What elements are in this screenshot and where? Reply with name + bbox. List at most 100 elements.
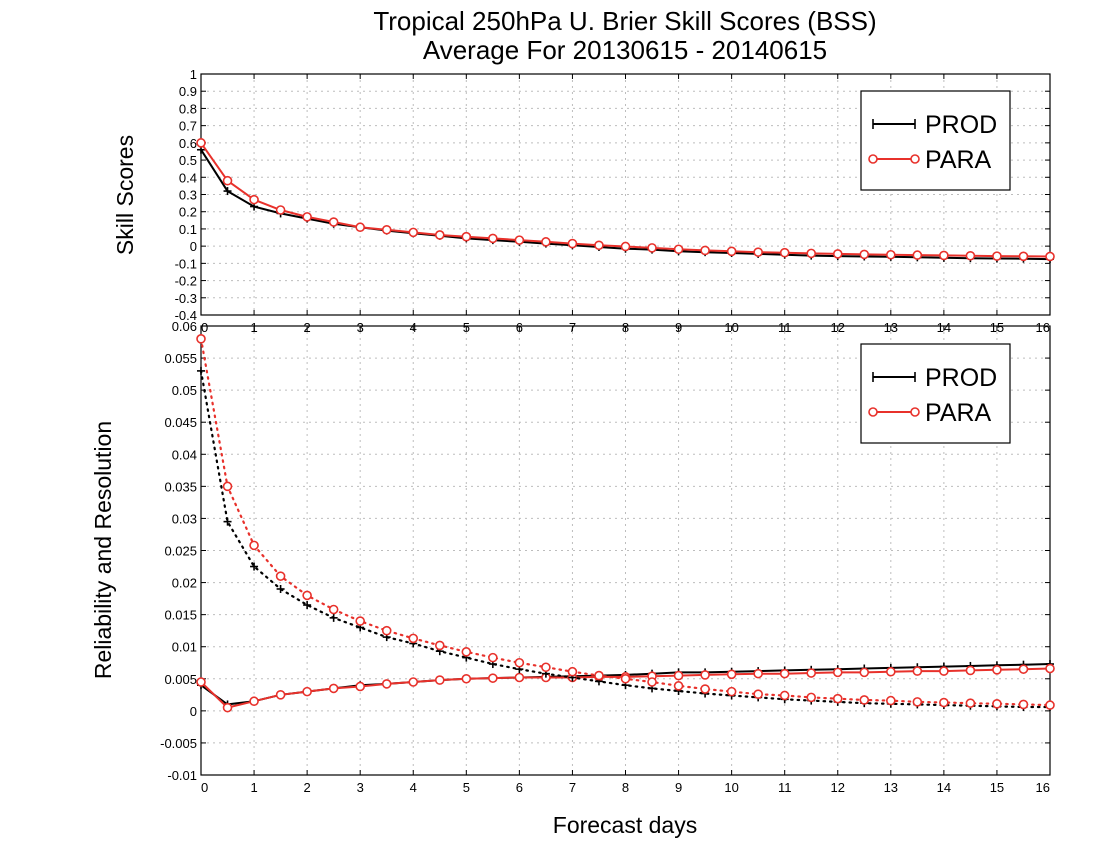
y-tick-label: 0.01	[172, 640, 197, 655]
y-tick-label: 0.02	[172, 576, 197, 591]
legend-box	[860, 343, 1011, 444]
x-tick-label: 3	[357, 780, 364, 795]
legend-marker	[868, 407, 878, 417]
data-point-circle	[196, 138, 206, 148]
legend-label: PROD	[925, 364, 997, 392]
data-point-circle	[753, 247, 763, 257]
chart-title: Tropical 250hPa U. Brier Skill Scores (B…	[373, 6, 876, 36]
y-tick-label: 0.045	[164, 415, 197, 430]
data-point-circle	[859, 667, 870, 678]
data-point-circle	[939, 250, 949, 261]
data-point-circle	[275, 571, 286, 581]
legend: PROD PARA	[860, 90, 1011, 191]
y-axis-label: Reliability and Resolution	[90, 421, 116, 679]
x-tick-label: 6	[516, 780, 523, 795]
y-tick-label: 0.2	[179, 205, 197, 220]
y-tick-label: -0.1	[175, 256, 197, 271]
x-tick-label: 12	[831, 780, 845, 795]
data-point-circle	[939, 666, 949, 676]
y-tick-label: 0.035	[164, 479, 197, 494]
data-point-circle	[434, 640, 445, 651]
data-point-circle	[965, 698, 976, 708]
data-point-circle	[328, 683, 339, 694]
data-point-circle	[275, 690, 286, 700]
y-tick-label: 0.05	[172, 383, 197, 398]
data-point-circle	[249, 540, 259, 551]
y-tick-label: 1	[190, 67, 197, 82]
legend-label: PROD	[925, 111, 997, 139]
data-point-circle	[673, 244, 684, 255]
y-tick-label: 0.03	[172, 511, 197, 526]
legend-marker	[910, 154, 920, 164]
data-point-circle	[886, 249, 896, 260]
data-point-circle	[726, 669, 737, 680]
data-point-circle	[992, 665, 1002, 675]
y-tick-label: 0.015	[164, 608, 197, 623]
y-tick-label: 0.025	[164, 544, 197, 559]
data-point-circle	[328, 217, 339, 227]
data-point-circle	[541, 237, 551, 247]
y-tick-label: 0.5	[179, 153, 197, 168]
x-tick-label: 7	[569, 780, 576, 795]
data-point-circle	[1018, 251, 1029, 262]
x-tick-label: 10	[724, 780, 738, 795]
x-tick-label: 1	[250, 780, 257, 795]
data-point-circle	[222, 175, 233, 186]
data-point-circle	[408, 677, 419, 687]
y-tick-label: 0.04	[172, 447, 197, 462]
legend-label: PARA	[925, 146, 992, 174]
x-tick-label: 8	[622, 780, 629, 795]
data-point-circle	[832, 693, 843, 704]
data-point-circle	[541, 662, 551, 673]
x-tick-label: 9	[675, 780, 682, 795]
data-point-circle	[620, 241, 631, 252]
data-point-circle	[992, 699, 1002, 709]
data-point-circle	[302, 686, 312, 697]
data-point-circle	[567, 238, 578, 249]
data-point-circle	[355, 616, 365, 626]
data-point-circle	[302, 590, 312, 601]
data-point-circle	[726, 686, 737, 697]
data-point-circle	[275, 205, 286, 215]
y-tick-label: 0.06	[172, 319, 197, 334]
data-point-circle	[434, 675, 445, 685]
data-point-circle	[594, 670, 604, 681]
data-point-circle	[514, 235, 525, 245]
data-point-circle	[381, 679, 392, 689]
y-tick-label: 0	[190, 239, 197, 254]
data-point-circle	[461, 647, 472, 657]
data-point-circle	[620, 673, 631, 684]
data-point-circle	[806, 248, 817, 259]
y-tick-label: -0.2	[175, 274, 197, 289]
data-point-circle	[196, 677, 206, 687]
data-point-circle	[753, 668, 763, 679]
data-point-circle	[461, 673, 472, 684]
data-point-plus	[276, 584, 285, 593]
series-para-dotted	[196, 334, 1055, 710]
data-point-circle	[196, 334, 206, 344]
data-point-circle	[939, 697, 949, 708]
x-tick-label: 11	[778, 780, 792, 795]
x-tick-label: 15	[990, 780, 1004, 795]
data-point-circle	[779, 690, 790, 701]
data-point-circle	[965, 665, 976, 676]
data-point-circle	[1045, 251, 1055, 262]
legend-label: PARA	[925, 399, 992, 427]
x-tick-label: 0	[201, 780, 208, 795]
y-tick-label: 0.1	[179, 222, 197, 237]
data-point-circle	[381, 224, 392, 235]
legend-box	[860, 90, 1011, 191]
data-point-circle	[1045, 663, 1055, 674]
y-tick-label: -0.005	[160, 736, 197, 751]
data-point-circle	[594, 240, 604, 251]
series-para-solid	[196, 138, 1055, 262]
data-point-circle	[249, 696, 259, 707]
legend-marker	[868, 154, 878, 164]
data-point-circle	[700, 684, 710, 694]
data-point-circle	[222, 481, 233, 492]
data-point-circle	[222, 702, 233, 713]
data-point-circle	[488, 233, 498, 244]
data-point-circle	[806, 668, 817, 678]
y-tick-label: 0.3	[179, 188, 197, 203]
data-point-circle	[408, 633, 419, 644]
